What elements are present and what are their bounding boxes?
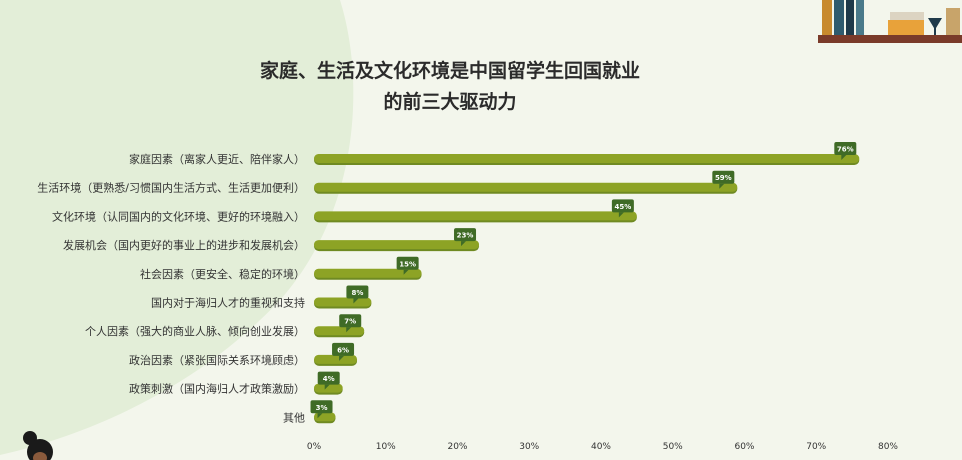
category-label: 其他 [283, 411, 305, 424]
bar [314, 383, 343, 393]
x-tick-label: 40% [591, 442, 611, 452]
x-tick-label: 80% [878, 442, 898, 452]
category-label: 社会因素（更安全、稳定的环境） [140, 267, 305, 281]
bar [314, 182, 738, 192]
plant-pot [946, 8, 960, 35]
category-label: 发展机会（国内更好的事业上的进步和发展机会） [63, 238, 305, 252]
value-label: 59% [715, 174, 732, 182]
book-stack-top [890, 12, 924, 20]
x-tick-label: 30% [519, 442, 539, 452]
value-label-bubble [317, 371, 340, 385]
value-label-bubble [454, 228, 477, 242]
bar [314, 211, 637, 221]
bar [314, 268, 422, 278]
value-label-bubble [332, 342, 355, 356]
chart-title-line-2: 的前三大驱动力 [383, 91, 517, 113]
value-label-bubble [611, 199, 634, 213]
book-stack-bottom [888, 20, 924, 35]
category-label: 国内对于海归人才的重视和支持 [151, 296, 305, 310]
category-label: 生活环境（更熟悉/习惯国内生活方式、生活更加便利） [37, 181, 305, 195]
shelf-board [818, 35, 962, 43]
bar [314, 412, 336, 422]
book-1 [822, 0, 832, 35]
value-label: 45% [614, 203, 631, 211]
x-tick-label: 50% [663, 442, 683, 452]
category-label: 政策刺激（国内海归人才政策激励） [129, 382, 305, 396]
bar [314, 326, 365, 336]
category-label: 文化环境（认同国内的文化环境、更好的环境融入） [52, 209, 305, 223]
value-label-pointer [324, 384, 330, 390]
person-illustration [23, 431, 53, 460]
chart-title-line-1: 家庭、生活及文化环境是中国留学生回国就业 [259, 60, 640, 82]
value-label-pointer [719, 183, 725, 189]
book-2 [834, 0, 844, 35]
x-tick-label: 60% [734, 442, 754, 452]
value-label: 15% [399, 260, 416, 268]
value-label: 23% [457, 232, 474, 240]
value-label: 7% [344, 318, 356, 326]
value-label: 4% [323, 375, 335, 383]
value-label: 3% [316, 404, 328, 412]
value-label-pointer [353, 298, 359, 304]
value-label-pointer [317, 413, 323, 419]
value-label-pointer [618, 212, 624, 218]
book-3 [846, 0, 854, 35]
value-label-pointer [841, 155, 847, 160]
value-label-pointer [346, 327, 352, 333]
book-4 [856, 0, 864, 35]
x-tick-label: 70% [806, 442, 826, 452]
bar [314, 240, 480, 250]
trophy-icon [928, 18, 942, 35]
bookshelf-illustration [818, 0, 962, 43]
value-label-bubble [339, 314, 362, 328]
value-label-bubble [834, 142, 857, 155]
value-label: 76% [837, 146, 854, 154]
person-head [27, 439, 53, 460]
value-label-pointer [461, 241, 467, 247]
chart-title: 家庭、生活及文化环境是中国留学生回国就业 的前三大驱动力 [170, 56, 730, 118]
x-tick-label: 10% [376, 442, 396, 452]
bar [314, 354, 358, 364]
value-label-pointer [403, 269, 409, 275]
bar [314, 154, 860, 163]
x-tick-label: 20% [447, 442, 467, 452]
value-label-bubble [346, 285, 369, 299]
value-label-bubble [310, 400, 333, 414]
decorative-blob [0, 0, 354, 455]
bar [314, 297, 372, 307]
category-label: 家庭因素（离家人更近、陪伴家人） [129, 152, 305, 166]
category-label: 政治因素（紧张国际关系环境顾虑） [129, 353, 305, 367]
value-label-bubble [712, 170, 735, 184]
value-label-bubble [396, 256, 419, 270]
value-label: 8% [351, 289, 363, 297]
value-label-pointer [339, 355, 345, 361]
category-label: 个人因素（强大的商业人脉、倾向创业发展） [85, 324, 305, 338]
person-face [33, 452, 47, 460]
x-tick-label: 0% [307, 442, 322, 452]
value-label: 6% [337, 346, 349, 354]
